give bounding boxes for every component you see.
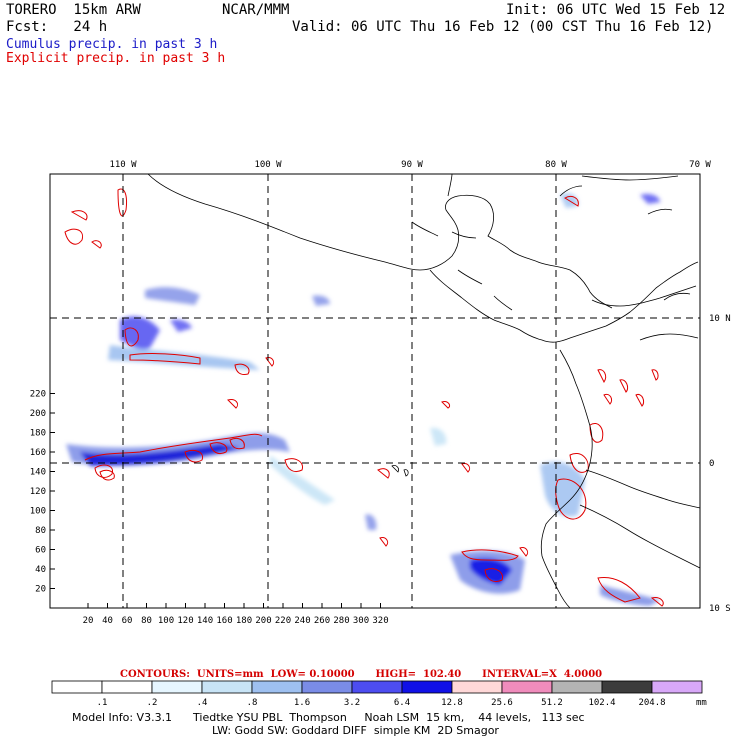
x-tick-label: 100 [158,616,174,626]
lon-label-100w: 100 W [254,160,282,170]
colorbar-swatch [251,680,303,694]
coastline [147,173,701,609]
legend-cumulus: Cumulus precip. in past 3 h [6,37,218,52]
model-title: TORERO 15km ARW [6,2,141,18]
colorbar-label: 3.2 [344,698,360,708]
legend-explicit: Explicit precip. in past 3 h [6,51,226,66]
lon-label-70w: 70 W [689,160,711,170]
lat-label-10s: 10 S [709,604,731,614]
x-tick-label: 140 [197,616,213,626]
y-tick-label: 120 [30,487,46,497]
y-tick-label: 40 [35,565,46,575]
lon-label-110w: 110 W [109,160,137,170]
x-tick-label: 200 [255,616,271,626]
lon-label-80w: 80 W [545,160,567,170]
lat-label-10n: 10 N [709,314,731,324]
x-tick-label: 300 [353,616,369,626]
model-info: Model Info: V3.3.1 Tiedtke YSU PBL Thomp… [72,711,585,724]
colorbar-swatch [151,680,203,694]
y-tick-label: 100 [30,507,46,517]
colorbar-swatch [601,680,653,694]
colorbar-swatch [551,680,603,694]
physics-info: LW: Godd SW: Goddard DIFF simple KM 2D S… [212,724,499,737]
cumulus-precip-field [66,193,660,606]
colorbar-label: 25.6 [491,698,513,708]
colorbar-label: .2 [147,698,158,708]
colorbar-label: .1 [97,698,108,708]
y-tick-label: 180 [30,429,46,439]
graticule [50,174,700,608]
x-tick-label: 260 [314,616,330,626]
x-tick-label: 180 [236,616,252,626]
valid-time: Valid: 06 UTC Thu 16 Feb 12 (00 CST Thu … [292,19,714,35]
y-tick-label: 80 [35,526,46,536]
x-tick-label: 80 [141,616,152,626]
map-frame [49,173,701,609]
contours-info: CONTOURS: UNITS=mm LOW= 0.10000 HIGH= 10… [120,669,603,680]
colorbar-unit: mm [696,698,707,708]
colorbar-label: 6.4 [394,698,410,708]
colorbar: .1 .2 .4 .8 1.6 3.2 6.4 12.8 25.6 51.2 102.4 204.8 [51,680,703,708]
colorbar-swatch [101,680,153,694]
explicit-black-contours [391,465,409,477]
x-tick-label: 160 [216,616,232,626]
x-tick-label: 60 [122,616,133,626]
y-axis-ticks: 20 40 60 80 100 120 140 160 180 200 220 [30,390,55,595]
y-tick-label: 60 [35,546,46,556]
init-time: Init: 06 UTC Wed 15 Feb 12 [506,2,726,18]
colorbar-label: 102.4 [588,698,615,708]
x-tick-label: 280 [333,616,349,626]
colorbar-swatch [401,680,453,694]
colorbar-label: 1.6 [294,698,310,708]
x-tick-label: 220 [275,616,291,626]
y-tick-label: 220 [30,390,46,400]
y-tick-label: 160 [30,448,46,458]
org-label: NCAR/MMM [222,2,290,18]
x-tick-label: 40 [102,616,113,626]
colorbar-swatch [51,680,103,694]
colorbar-swatch [451,680,503,694]
colorbar-swatch [301,680,353,694]
x-tick-label: 20 [83,616,94,626]
colorbar-label: 204.8 [638,698,665,708]
colorbar-swatch [651,680,703,694]
colorbar-label: .8 [247,698,258,708]
x-tick-label: 240 [294,616,310,626]
y-tick-label: 140 [30,468,46,478]
lon-label-90w: 90 W [401,160,423,170]
forecast-hour: Fcst: 24 h [6,19,108,35]
x-axis-ticks: 20 40 60 80 100 120 140 160 180 200 220 240 260 280 30… [83,603,389,626]
colorbar-swatch [501,680,553,694]
colorbar-label: 51.2 [541,698,563,708]
colorbar-label: .4 [197,698,208,708]
x-tick-label: 320 [372,616,388,626]
colorbar-swatch [351,680,403,694]
y-tick-label: 200 [30,409,46,419]
lat-label-0: 0 [709,459,714,469]
x-tick-label: 120 [177,616,193,626]
colorbar-swatch [201,680,253,694]
colorbar-label: 12.8 [441,698,463,708]
y-tick-label: 20 [35,585,46,595]
explicit-precip-contours [64,188,664,607]
